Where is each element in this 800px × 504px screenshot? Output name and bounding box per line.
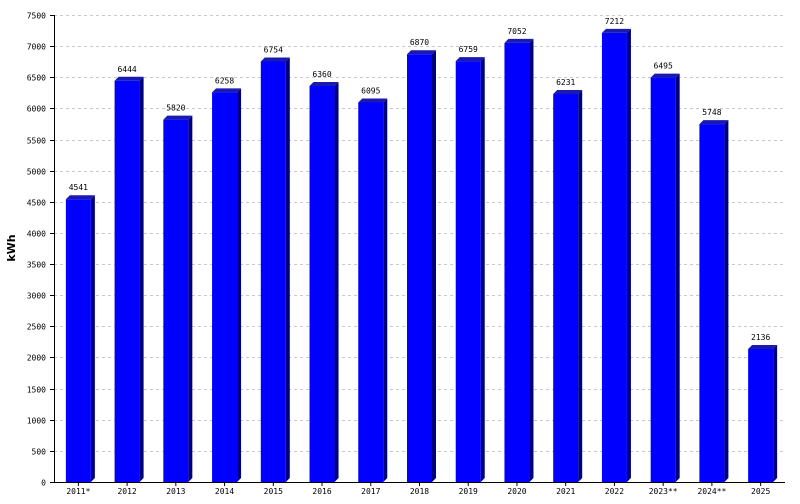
bar [163, 119, 189, 482]
bar-top [455, 57, 485, 62]
data-label: 6870 [410, 38, 429, 47]
axes-layer [50, 15, 785, 486]
bar-side [139, 76, 144, 482]
bar [504, 42, 530, 482]
data-label: 6444 [117, 65, 136, 74]
y-tick-label: 2000 [27, 354, 46, 363]
x-tick-label: 2021 [556, 487, 575, 496]
bar [699, 124, 725, 483]
x-tick-label: 2013 [166, 487, 185, 496]
y-tick-label: 4500 [27, 199, 46, 208]
y-tick-label: 2500 [27, 323, 46, 332]
bar-side [432, 50, 436, 483]
x-tick-label: 2012 [117, 487, 136, 496]
bar-top [748, 344, 778, 349]
bar [455, 61, 481, 483]
data-label: 7212 [605, 17, 624, 26]
x-tick-label: 2023** [649, 487, 678, 496]
y-tick-label: 500 [32, 448, 47, 457]
x-tick-label: 2024** [697, 487, 726, 496]
bar [748, 348, 774, 482]
bar-side [188, 115, 193, 482]
bar [260, 61, 286, 483]
bar [65, 199, 91, 482]
bar [601, 32, 627, 482]
bar-side [724, 120, 729, 483]
y-tick-label: 3000 [27, 292, 46, 301]
x-tick-label: 2014 [215, 487, 234, 496]
data-label: 6759 [459, 45, 478, 54]
y-tick-label: 6000 [27, 105, 46, 114]
data-label: 6754 [264, 45, 283, 54]
bar [114, 80, 140, 482]
x-tick-label: 2018 [410, 487, 429, 496]
bar-side [90, 195, 95, 482]
y-tick-label: 1000 [27, 417, 46, 426]
data-label: 2136 [751, 333, 770, 342]
bar-top [358, 98, 388, 103]
bar-side [383, 98, 388, 482]
bar-top [650, 73, 680, 78]
x-tick-label: 2017 [361, 487, 380, 496]
y-tick-label: 4000 [27, 230, 46, 239]
x-tick-label: 2015 [264, 487, 283, 496]
bar [650, 77, 676, 482]
y-tick-label: 7500 [27, 12, 46, 21]
bar-top [65, 195, 95, 200]
y-tick-label: 3500 [27, 261, 46, 270]
bar-side [773, 344, 778, 482]
bar-top [114, 76, 144, 81]
bar-side [529, 38, 534, 482]
bar-top [553, 90, 583, 95]
x-tick-label: 2025 [751, 487, 770, 496]
bar [309, 85, 335, 482]
data-label: 7052 [507, 27, 526, 36]
x-tick-label: 2022 [605, 487, 624, 496]
data-label: 5748 [702, 108, 721, 117]
y-tick-label: 7000 [27, 43, 46, 52]
y-tick-label: 5000 [27, 168, 46, 177]
bar-side [675, 73, 680, 482]
bar-side [237, 88, 242, 482]
data-label: 4541 [69, 183, 88, 192]
data-label: 6360 [312, 70, 331, 79]
bar-top [260, 57, 290, 62]
bar-top [163, 115, 193, 120]
bar-top [601, 28, 631, 33]
bar-top [309, 81, 339, 86]
x-tick-label: 2020 [507, 487, 526, 496]
bar [407, 54, 432, 483]
data-label: 6258 [215, 76, 234, 85]
bar-top [504, 38, 534, 43]
bar-side [334, 81, 339, 482]
bar-side [626, 28, 631, 482]
bar-top [212, 88, 242, 93]
x-tick-label: 2019 [459, 487, 478, 496]
bar [358, 102, 384, 482]
bar-side [480, 57, 485, 483]
bar [212, 92, 238, 482]
data-label: 6095 [361, 86, 380, 95]
y-axis-title: kWh [5, 234, 18, 261]
bar-top [407, 50, 436, 55]
bar-side [285, 57, 290, 483]
data-label: 5820 [166, 104, 185, 113]
bar-top [699, 120, 729, 125]
bars-layer [65, 28, 778, 483]
y-tick-label: 1500 [27, 386, 46, 395]
x-tick-label: 2016 [312, 487, 331, 496]
y-tick-label: 5500 [27, 137, 46, 146]
labels-layer: 0 500 1000 1500 2000 2500 3000 3500 4000 4500 5000… [27, 12, 771, 497]
data-label: 6231 [556, 78, 575, 87]
y-tick-label: 0 [41, 479, 46, 488]
data-label: 6495 [654, 62, 673, 71]
bar [553, 94, 579, 482]
bar-side [578, 90, 583, 482]
x-tick-label: 2011* [66, 487, 90, 496]
y-tick-label: 6500 [27, 74, 46, 83]
